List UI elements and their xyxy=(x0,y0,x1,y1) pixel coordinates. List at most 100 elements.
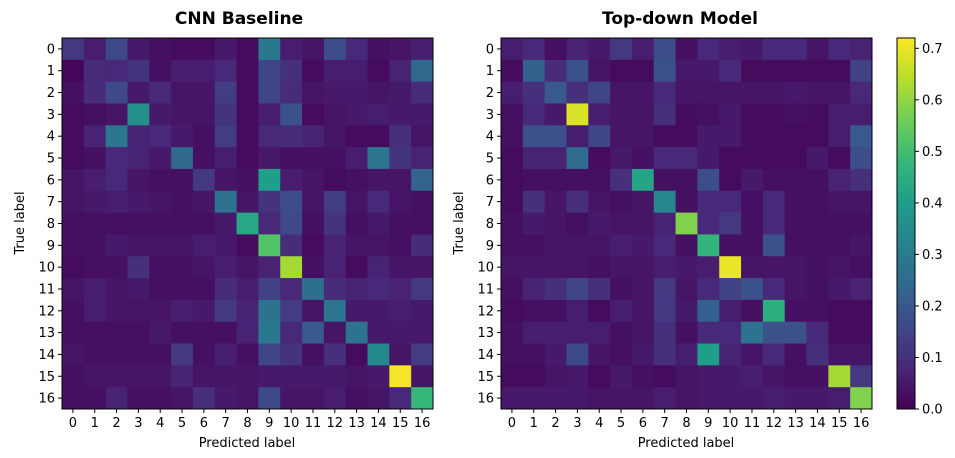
top-down-cell-16-15 xyxy=(828,387,851,410)
cnn-baseline-cell-7-2 xyxy=(105,190,128,213)
top-down-cell-4-8 xyxy=(675,125,698,148)
top-down-cell-5-15 xyxy=(828,147,851,170)
top-down-cell-8-16 xyxy=(850,212,873,235)
top-down-y-tick-label: 13 xyxy=(477,326,494,341)
top-down-cell-10-9 xyxy=(697,256,720,279)
colorbar-tick-label: 0.0 xyxy=(922,403,943,418)
cnn-baseline-cell-0-7 xyxy=(214,38,237,61)
top-down-cell-4-0 xyxy=(501,125,524,148)
colorbar-ticks: 0.0 0.1 0.2 0.3 0.4 0.5 0.6 0.7 xyxy=(915,42,943,418)
cnn-baseline-cell-10-16 xyxy=(411,256,434,279)
cnn-baseline-cell-0-9 xyxy=(258,38,281,61)
cnn-baseline-cell-16-10 xyxy=(280,387,303,410)
top-down-cell-10-3 xyxy=(566,256,589,279)
cnn-baseline-panel: CNN Baseline 0 1 2 3 4 5 6 7 8 9 10 11 12 13 14 15 16 01… xyxy=(13,9,434,451)
top-down-cell-0-9 xyxy=(697,38,720,61)
cnn-baseline-cell-1-14 xyxy=(367,59,390,83)
top-down-cell-15-15 xyxy=(828,365,851,388)
top-down-cell-5-5 xyxy=(610,147,633,170)
top-down-cell-3-9 xyxy=(697,103,720,126)
cnn-baseline-cell-8-8 xyxy=(236,212,259,235)
top-down-cell-0-8 xyxy=(675,38,698,61)
top-down-cell-12-6 xyxy=(631,299,655,323)
cnn-baseline-cell-15-3 xyxy=(127,365,150,388)
top-down-cell-6-11 xyxy=(741,168,764,192)
cnn-baseline-cell-1-11 xyxy=(302,59,325,83)
top-down-cell-11-11 xyxy=(741,278,764,301)
top-down-cell-15-11 xyxy=(741,365,764,388)
cnn-baseline-cell-6-0 xyxy=(62,168,85,192)
top-down-cell-12-14 xyxy=(806,299,829,323)
top-down-cell-6-10 xyxy=(719,168,742,192)
cnn-baseline-cell-9-7 xyxy=(214,234,237,257)
cnn-baseline-cell-16-16 xyxy=(411,387,434,410)
top-down-y-tick-label: 1 xyxy=(486,64,494,79)
cnn-baseline-cell-13-13 xyxy=(345,321,368,344)
top-down-cell-1-1 xyxy=(522,59,546,83)
cnn-baseline-cell-2-9 xyxy=(258,81,281,104)
cnn-baseline-y-tick-label: 16 xyxy=(38,392,55,407)
top-down-cell-14-1 xyxy=(522,343,546,366)
cnn-baseline-cell-2-11 xyxy=(302,81,325,104)
top-down-cell-14-0 xyxy=(501,343,524,366)
top-down-cell-8-3 xyxy=(566,212,589,235)
top-down-cell-2-5 xyxy=(610,81,633,104)
cnn-baseline-cell-13-14 xyxy=(367,321,390,344)
cnn-baseline-cell-15-8 xyxy=(236,365,259,388)
cnn-baseline-cell-2-3 xyxy=(127,81,150,104)
cnn-baseline-cell-4-4 xyxy=(149,125,172,148)
cnn-baseline-cell-7-15 xyxy=(389,190,412,213)
top-down-x-tick-label: 9 xyxy=(704,416,712,431)
cnn-baseline-cell-8-4 xyxy=(149,212,172,235)
cnn-baseline-cell-2-12 xyxy=(323,81,347,104)
cnn-baseline-cell-13-12 xyxy=(323,321,347,344)
cnn-baseline-cell-9-9 xyxy=(258,234,281,257)
top-down-cell-14-5 xyxy=(610,343,633,366)
cnn-baseline-cell-4-14 xyxy=(367,125,390,148)
cnn-baseline-cell-3-2 xyxy=(105,103,128,126)
top-down-cell-8-6 xyxy=(631,212,655,235)
cnn-baseline-cell-8-13 xyxy=(345,212,368,235)
cnn-baseline-cell-15-6 xyxy=(192,365,216,388)
top-down-cell-1-3 xyxy=(566,59,589,83)
top-down-cell-12-8 xyxy=(675,299,698,323)
top-down-cell-12-11 xyxy=(741,299,764,323)
top-down-cell-2-7 xyxy=(653,81,676,104)
cnn-baseline-cell-6-3 xyxy=(127,168,150,192)
cnn-baseline-cell-6-11 xyxy=(302,168,325,192)
cnn-baseline-cell-9-15 xyxy=(389,234,412,257)
top-down-cell-13-16 xyxy=(850,321,873,344)
top-down-cell-14-16 xyxy=(850,343,873,366)
cnn-baseline-cell-3-13 xyxy=(345,103,368,126)
top-down-cell-4-12 xyxy=(762,125,786,148)
top-down-cell-5-11 xyxy=(741,147,764,170)
cnn-baseline-cell-5-0 xyxy=(62,147,85,170)
top-down-x-tick-label: 6 xyxy=(639,416,647,431)
top-down-cell-2-12 xyxy=(762,81,786,104)
top-down-y-tick-label: 15 xyxy=(477,370,494,385)
cnn-baseline-cell-7-11 xyxy=(302,190,325,213)
cnn-baseline-cell-12-1 xyxy=(83,299,107,323)
top-down-cell-1-14 xyxy=(806,59,829,83)
top-down-cell-1-0 xyxy=(501,59,524,83)
cnn-baseline-cell-1-7 xyxy=(214,59,237,83)
cnn-baseline-cell-12-12 xyxy=(323,299,347,323)
top-down-cell-4-16 xyxy=(850,125,873,148)
top-down-cell-4-9 xyxy=(697,125,720,148)
top-down-y-tick-label: 2 xyxy=(486,86,494,101)
cnn-baseline-cell-4-6 xyxy=(192,125,216,148)
cnn-baseline-x-tick-label: 15 xyxy=(392,416,409,431)
cnn-baseline-cell-11-3 xyxy=(127,278,150,301)
cnn-baseline-cell-6-9 xyxy=(258,168,281,192)
top-down-cell-7-9 xyxy=(697,190,720,213)
top-down-cell-0-5 xyxy=(610,38,633,61)
cnn-baseline-cell-3-10 xyxy=(280,103,303,126)
top-down-cell-5-1 xyxy=(522,147,546,170)
top-down-cell-5-6 xyxy=(631,147,655,170)
cnn-baseline-cell-0-15 xyxy=(389,38,412,61)
cnn-baseline-cell-4-15 xyxy=(389,125,412,148)
cnn-baseline-cell-11-1 xyxy=(83,278,107,301)
cnn-baseline-cell-16-15 xyxy=(389,387,412,410)
